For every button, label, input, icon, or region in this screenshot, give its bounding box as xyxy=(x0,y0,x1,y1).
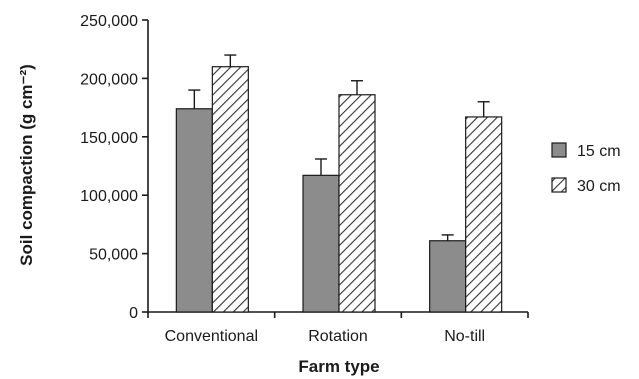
bar xyxy=(211,66,249,313)
y-axis-title: Soil compaction (g cm⁻²) xyxy=(17,64,36,266)
y-tick-label: 150,000 xyxy=(80,130,138,147)
bar xyxy=(338,94,376,313)
y-tick-label: 200,000 xyxy=(80,71,138,88)
y-tick-label: 250,000 xyxy=(80,13,138,30)
bar xyxy=(429,240,467,313)
y-tick-label: 0 xyxy=(129,305,138,322)
y-tick-label: 50,000 xyxy=(89,247,138,264)
legend: 15 cm 30 cm xyxy=(551,142,621,195)
x-tick-label: Rotation xyxy=(308,328,368,345)
bar xyxy=(302,174,340,313)
bar xyxy=(465,116,503,313)
y-tick-label: 100,000 xyxy=(80,188,138,205)
bar xyxy=(175,108,213,313)
x-tick-label: No-till xyxy=(444,328,485,345)
legend-swatch xyxy=(551,177,567,193)
x-tick-label: Conventional xyxy=(165,328,258,345)
legend-label: 30 cm xyxy=(577,178,621,195)
legend-swatch xyxy=(551,142,567,158)
legend-label: 15 cm xyxy=(577,143,621,160)
x-axis-title: Farm type xyxy=(298,357,379,376)
plot-area: 0 50,000 100,000 150,000 200,000 250,000 Conve… xyxy=(80,13,529,345)
